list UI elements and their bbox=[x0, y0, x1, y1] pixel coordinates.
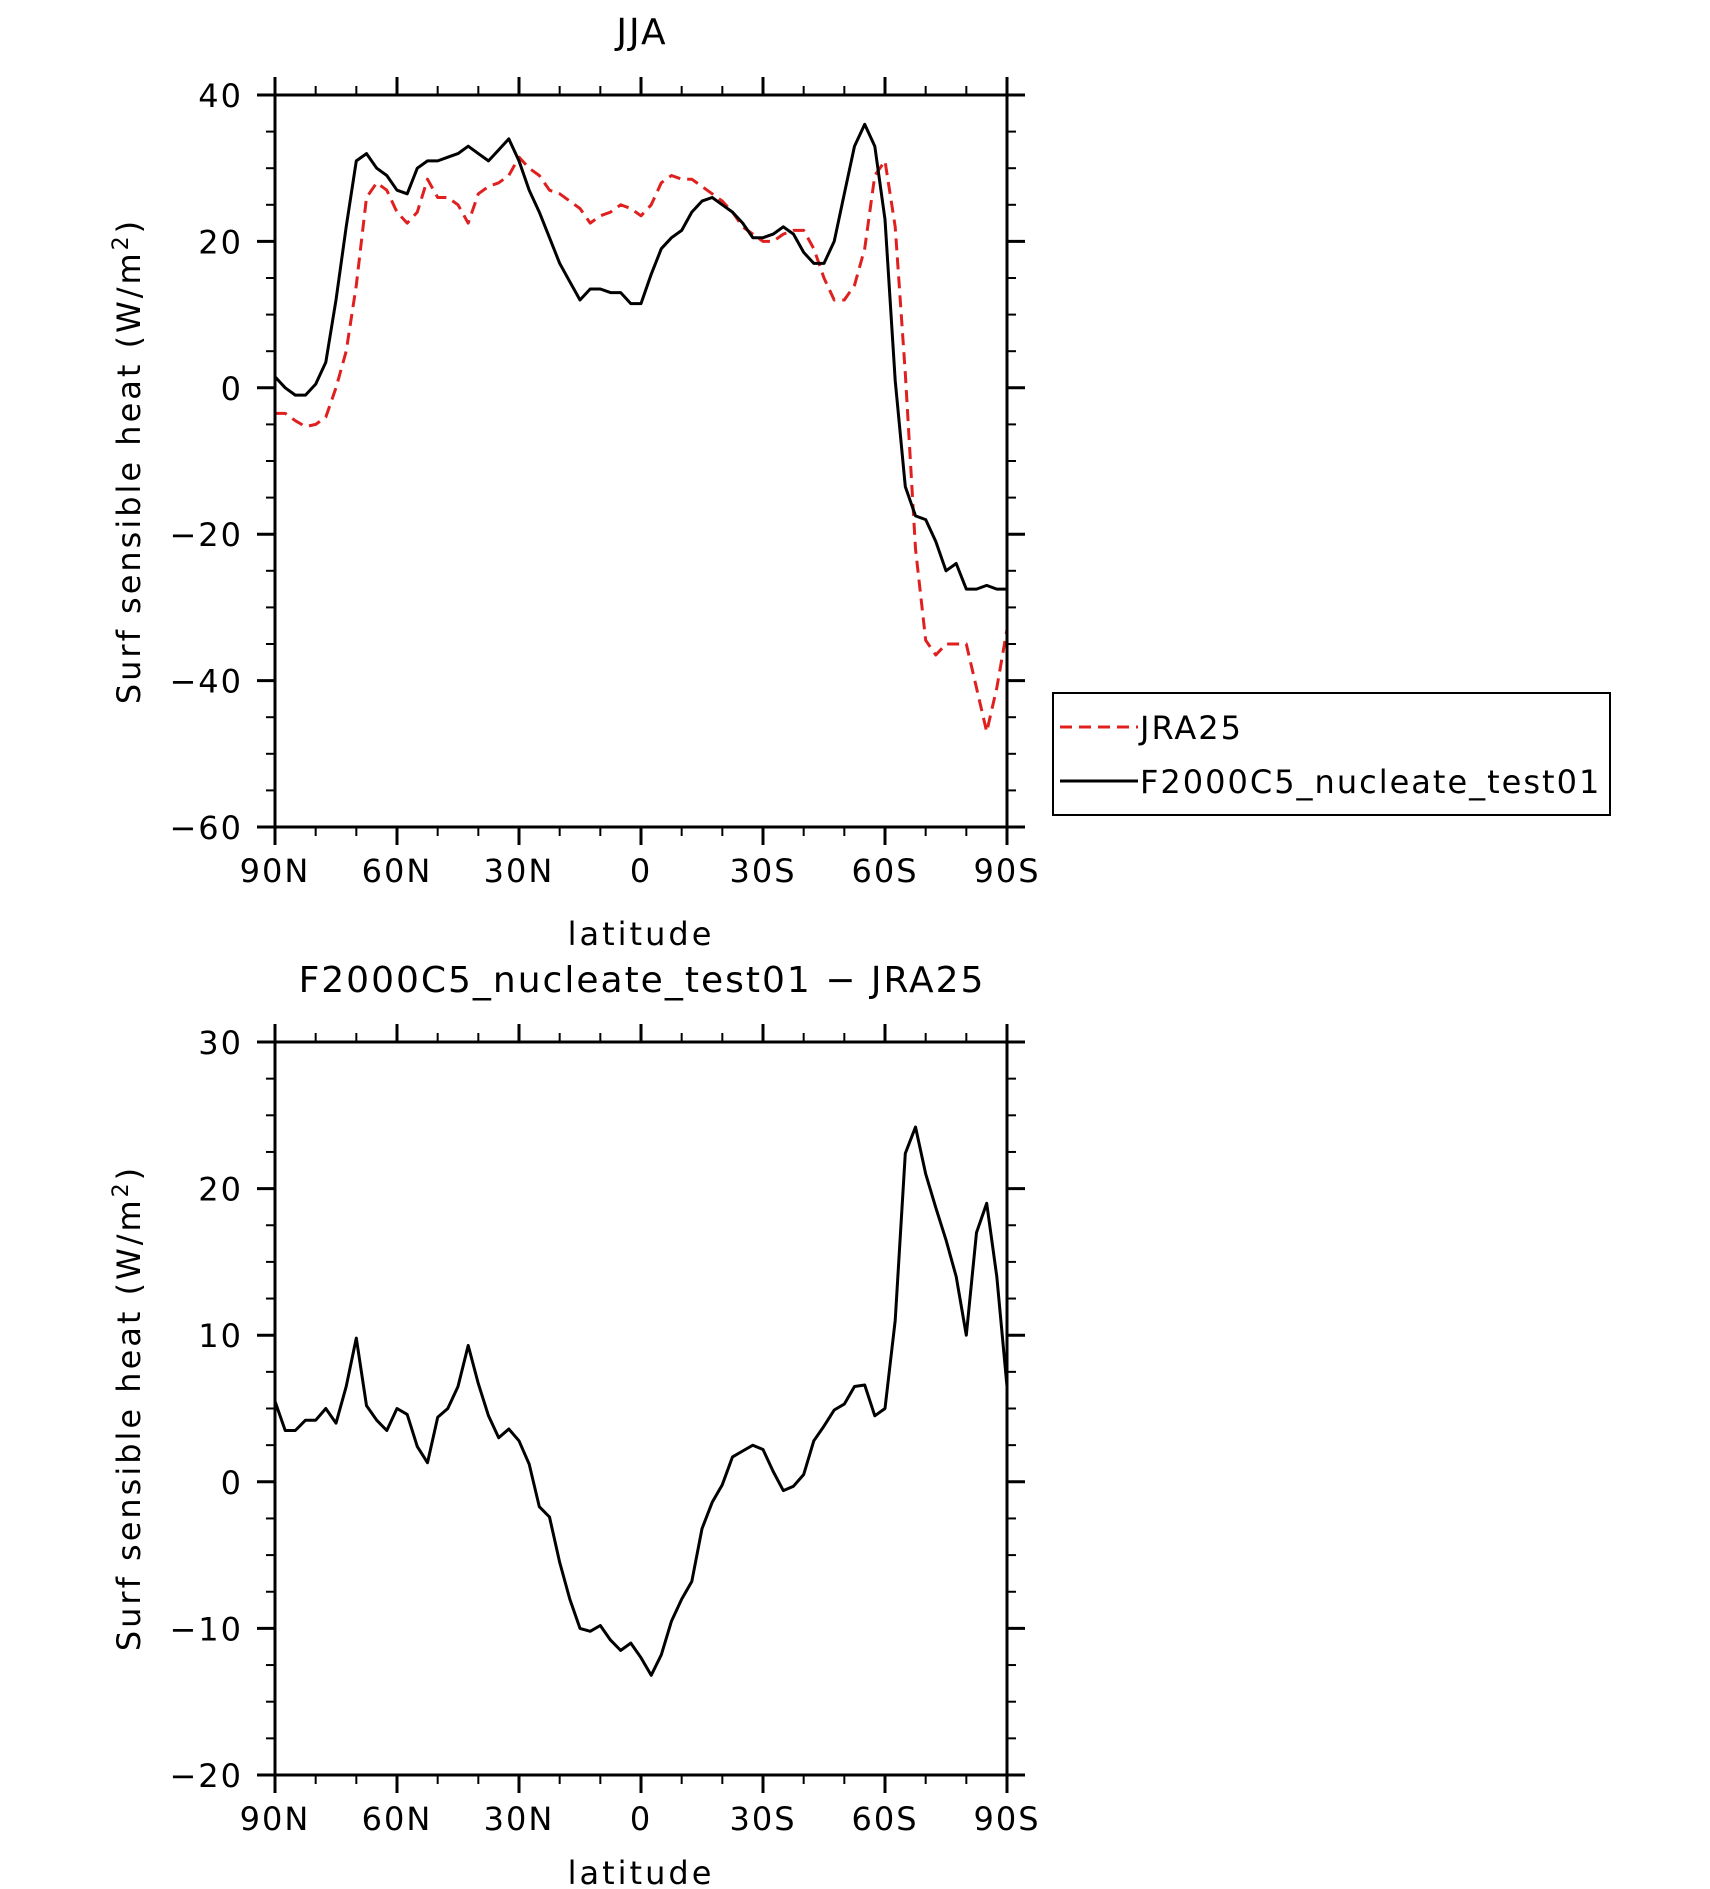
bottom-y-tick-label: 20 bbox=[198, 1171, 243, 1209]
top-y-tick-label: −40 bbox=[169, 663, 243, 701]
bottom-series-line-0 bbox=[275, 1125, 1007, 1677]
legend-box bbox=[1052, 692, 1611, 816]
top-y-axis-label: Surf sensible heat (W/m2) bbox=[109, 218, 148, 704]
bottom-y-tick-label: 10 bbox=[198, 1317, 243, 1355]
bottom-x-tick-label: 30N bbox=[484, 1800, 555, 1838]
bottom-x-tick-label: 60N bbox=[362, 1800, 433, 1838]
top-panel: JJA 90N 60N 30N 0 30S 60S 90S 40 20 0 −20 −40 −60 la… bbox=[109, 12, 1611, 953]
top-x-tick-label: 60N bbox=[362, 852, 433, 890]
top-axes-layer: 90N 60N 30N 0 30S 60S 90S 40 20 0 −20 −40 −60 bbox=[169, 77, 1040, 890]
top-x-axis-label: latitude bbox=[568, 915, 715, 953]
bottom-x-tick-label: 90S bbox=[973, 1800, 1040, 1838]
top-y-axis-label-superscript: 2 bbox=[109, 233, 134, 250]
top-x-tick-label: 90N bbox=[240, 852, 311, 890]
top-x-tick-label: 30N bbox=[484, 852, 555, 890]
bottom-x-axis-label: latitude bbox=[568, 1854, 715, 1889]
bottom-chart-title: F2000C5_nucleate_test01 − JRA25 bbox=[299, 960, 986, 1001]
legend-label-model: F2000C5_nucleate_test01 bbox=[1140, 763, 1601, 801]
top-y-tick-label: 0 bbox=[221, 370, 243, 408]
top-y-tick-label: 20 bbox=[198, 223, 243, 261]
top-y-axis-label-main: Surf sensible heat (W/m bbox=[110, 250, 148, 704]
top-series-line-f2000c5-nucleate-test01 bbox=[275, 122, 1007, 591]
top-x-tick-label: 30S bbox=[729, 852, 796, 890]
bottom-panel: F2000C5_nucleate_test01 − JRA25 90N 60N 30… bbox=[109, 960, 1040, 1889]
bottom-x-tick-label: 90N bbox=[240, 1800, 311, 1838]
top-chart-title: JJA bbox=[614, 12, 667, 53]
bottom-x-tick-label: 30S bbox=[729, 1800, 796, 1838]
top-y-tick-label: 40 bbox=[198, 77, 243, 115]
bottom-axes-layer: 90N 60N 30N 0 30S 60S 90S 30 20 10 0 −10 −20 bbox=[169, 1024, 1040, 1838]
top-y-axis-label-end: ) bbox=[110, 218, 148, 233]
top-series-line-jra25 bbox=[275, 155, 1007, 734]
top-x-tick-label: 60S bbox=[851, 852, 918, 890]
top-y-tick-label: −60 bbox=[169, 809, 243, 847]
bottom-y-tick-label: 30 bbox=[198, 1024, 243, 1062]
bottom-x-tick-label: 0 bbox=[630, 1800, 652, 1838]
bottom-y-tick-label: 0 bbox=[221, 1464, 243, 1502]
top-series-layer bbox=[275, 122, 1007, 734]
legend-label-jra25: JRA25 bbox=[1138, 709, 1243, 747]
bottom-y-tick-label: −20 bbox=[169, 1757, 243, 1795]
bottom-y-axis-label-superscript: 2 bbox=[109, 1180, 134, 1197]
bottom-x-tick-label: 60S bbox=[851, 1800, 918, 1838]
top-y-tick-label: −20 bbox=[169, 516, 243, 554]
bottom-y-axis-label: Surf sensible heat (W/m2) bbox=[109, 1165, 148, 1651]
bottom-y-tick-label: −10 bbox=[169, 1610, 243, 1648]
bottom-series-layer bbox=[275, 1125, 1007, 1677]
top-x-tick-label: 0 bbox=[630, 852, 652, 890]
bottom-y-axis-label-main: Surf sensible heat (W/m bbox=[110, 1197, 148, 1651]
bottom-y-axis-label-end: ) bbox=[110, 1165, 148, 1180]
legend: JRA25 F2000C5_nucleate_test01 bbox=[1052, 692, 1611, 816]
top-x-tick-label: 90S bbox=[973, 852, 1040, 890]
